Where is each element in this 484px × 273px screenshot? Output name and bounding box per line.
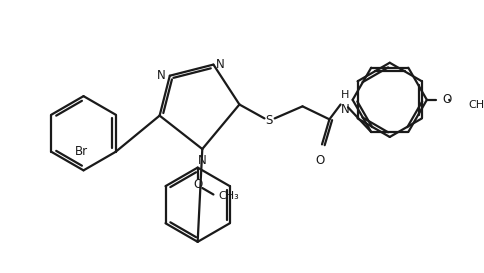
Text: Br: Br [75,145,88,158]
Text: N: N [216,58,225,71]
Text: O: O [315,154,324,167]
Text: O: O [442,93,451,106]
Text: H: H [340,90,348,100]
Text: N: N [157,69,166,82]
Text: S: S [265,114,272,127]
Text: O: O [193,178,202,191]
Text: CH₃: CH₃ [468,100,484,110]
Text: CH₃: CH₃ [218,191,238,201]
Text: N: N [197,154,206,167]
Text: N: N [340,103,349,116]
